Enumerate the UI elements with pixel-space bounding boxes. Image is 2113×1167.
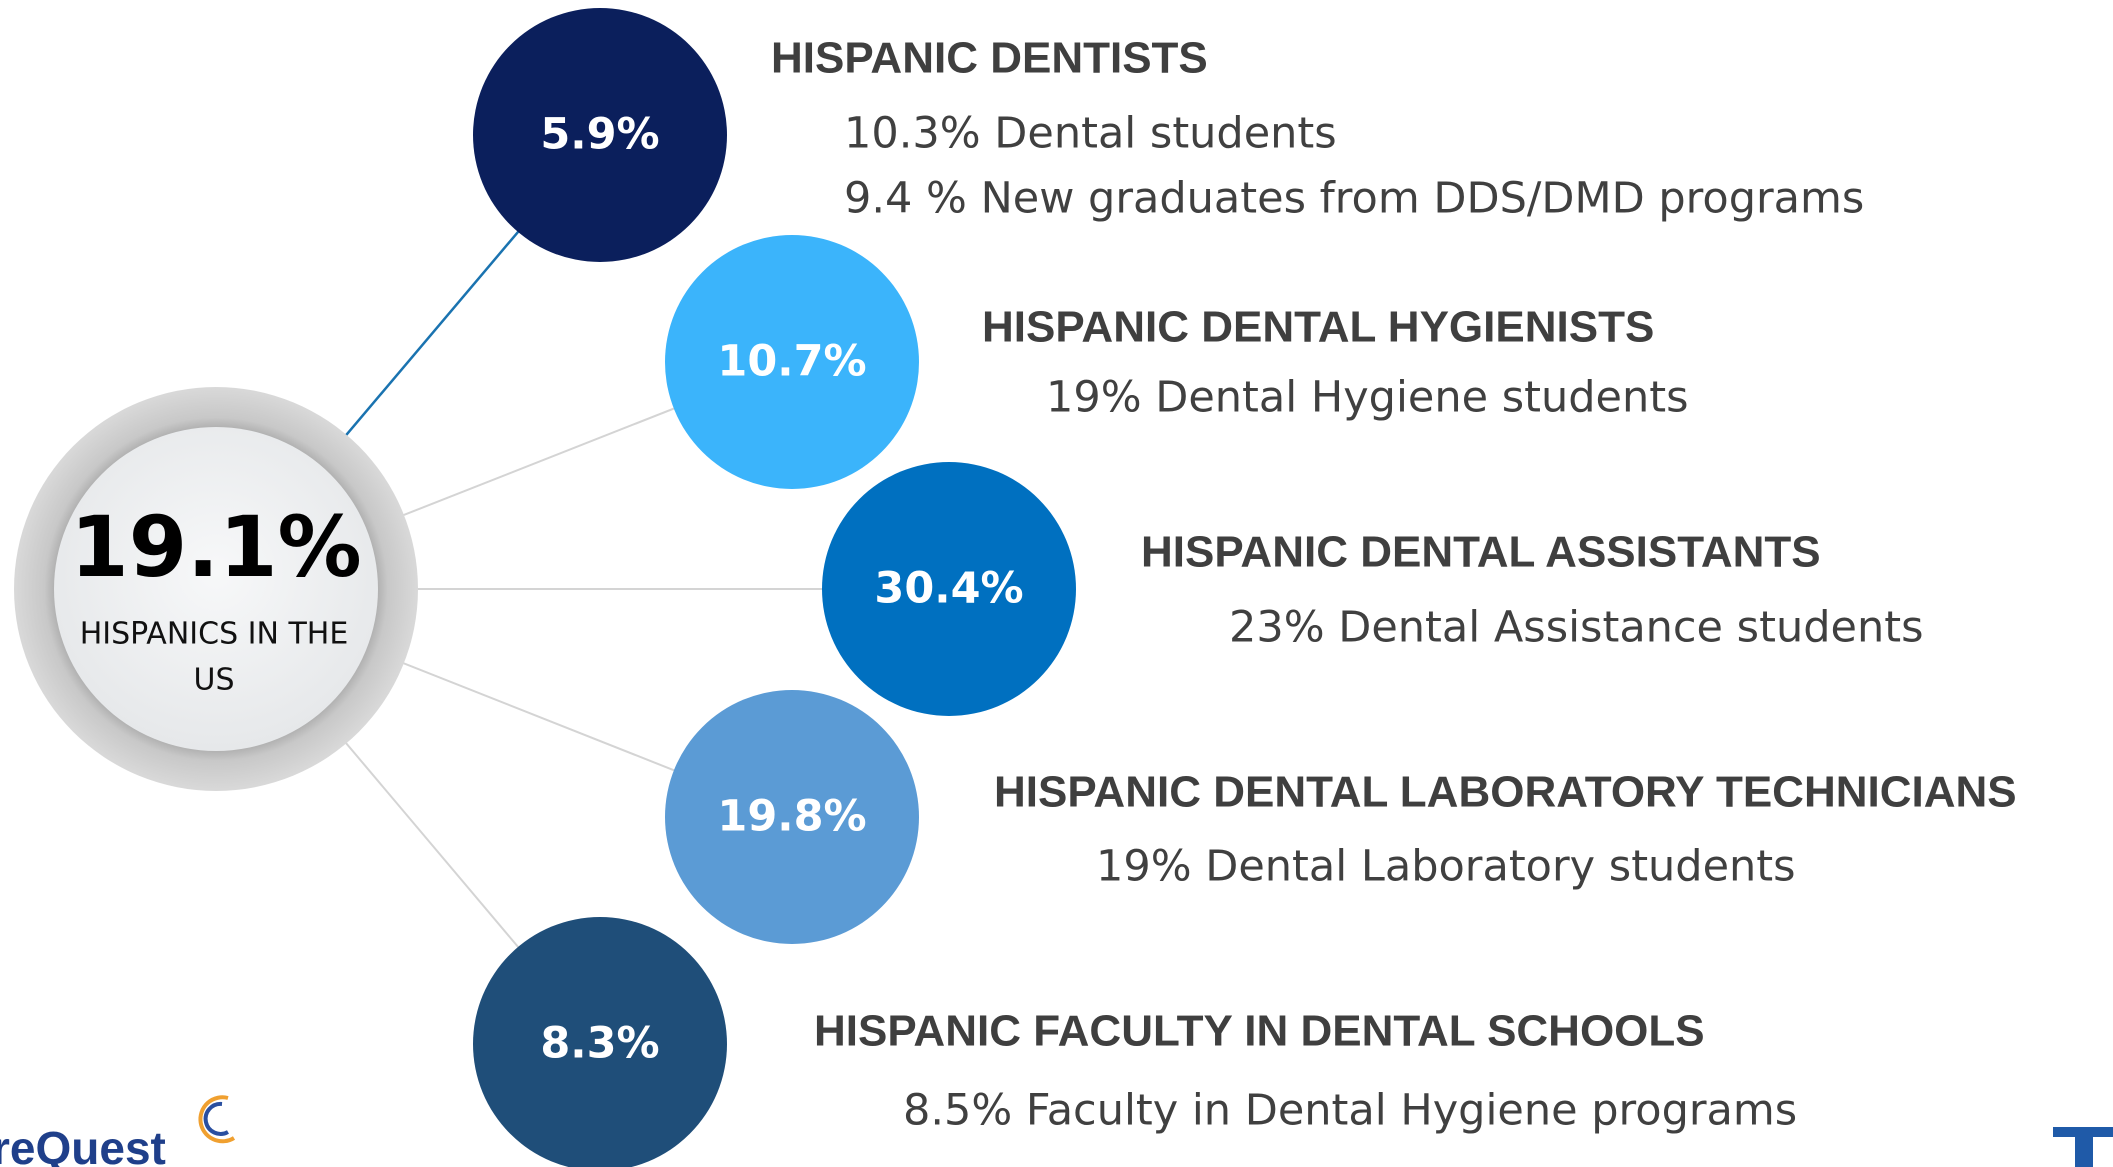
stat-circle <box>473 8 727 262</box>
stat-value: 8.3% <box>540 1019 659 1069</box>
center-inner <box>54 427 378 751</box>
stat-detail: 9.4 % New graduates from DDS/DMD program… <box>844 174 1864 224</box>
stat-value: 5.9% <box>540 110 659 160</box>
logo-arc <box>203 1101 229 1136</box>
stat-detail: 10.3% Dental students <box>844 109 1337 159</box>
stat-heading: HISPANIC FACULTY IN DENTAL SCHOOLS <box>814 1007 1705 1056</box>
corner-logo <box>2053 1127 2113 1167</box>
stat-value: 30.4% <box>874 564 1023 614</box>
stat-circle <box>473 917 727 1167</box>
stat-detail: 23% Dental Assistance students <box>1229 603 1923 653</box>
stat-circle <box>665 235 919 489</box>
center-label: HISPANICS IN THE <box>80 617 349 652</box>
items: 5.9% HISPANIC DENTISTS 10.3% Dental studen… <box>473 8 2017 1167</box>
stat-detail: 8.5% Faculty in Dental Hygiene programs <box>903 1086 1797 1136</box>
stat-heading: HISPANIC DENTISTS <box>771 34 1208 83</box>
logo-text: reQuest <box>0 1122 166 1167</box>
logo: reQuest <box>0 1095 236 1167</box>
stat-heading: HISPANIC DENTAL ASSISTANTS <box>1141 528 1821 577</box>
center-circle: 19.1% HISPANICS IN THE US <box>14 387 418 791</box>
stat-value: 10.7% <box>717 337 866 387</box>
stat-circle <box>822 462 1076 716</box>
center-label: US <box>193 663 234 698</box>
stat-heading: HISPANIC DENTAL HYGIENISTS <box>982 303 1654 352</box>
stat-detail: 19% Dental Laboratory students <box>1096 842 1796 892</box>
stat-circle <box>665 690 919 944</box>
logo-arc <box>198 1095 236 1144</box>
stat-value: 19.8% <box>717 792 866 842</box>
center-value: 19.1% <box>70 498 361 596</box>
stat-detail: 19% Dental Hygiene students <box>1046 373 1689 423</box>
stat-heading: HISPANIC DENTAL LABORATORY TECHNICIANS <box>994 768 2017 817</box>
